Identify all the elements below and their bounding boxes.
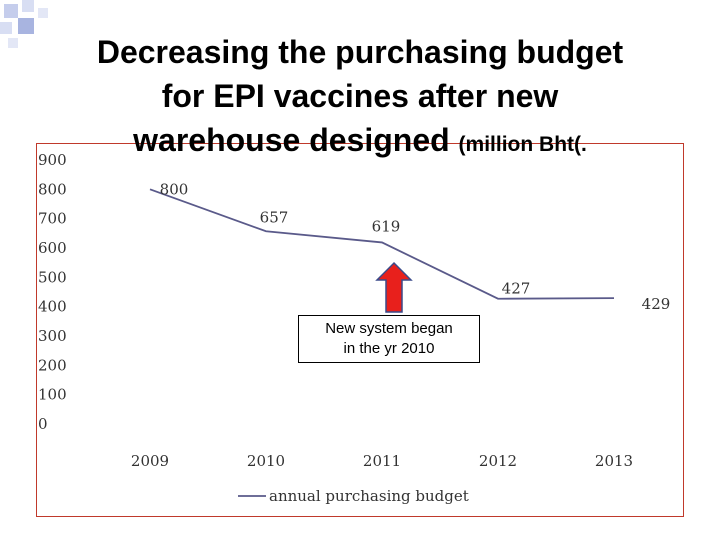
y-tick-label: 600 bbox=[38, 239, 67, 257]
slide-title: Decreasing the purchasing budget for EPI… bbox=[40, 30, 680, 167]
callout-arrow bbox=[375, 261, 413, 313]
data-label: 429 bbox=[642, 295, 671, 313]
x-tick-label: 2012 bbox=[479, 452, 517, 470]
data-label: 657 bbox=[260, 208, 289, 226]
data-label: 427 bbox=[502, 280, 531, 298]
title-line-2: for EPI vaccines after new bbox=[161, 78, 559, 114]
deco-square bbox=[4, 4, 18, 18]
y-tick-label: 400 bbox=[38, 298, 67, 316]
title-line-1: Decreasing the purchasing budget bbox=[96, 34, 624, 70]
callout-line-1: New system began bbox=[325, 320, 453, 337]
x-axis-ticks: 2009 2010 2011 2012 2013 bbox=[131, 452, 633, 470]
title-unit: (million Bht(. bbox=[458, 133, 587, 156]
deco-square bbox=[8, 38, 18, 48]
y-axis-ticks: 0 100 200 300 400 500 600 700 800 900 bbox=[38, 151, 67, 433]
data-labels: 800 657 619 427 429 bbox=[160, 180, 671, 313]
data-label: 800 bbox=[160, 180, 189, 198]
y-tick-label: 0 bbox=[38, 415, 48, 433]
legend: annual purchasing budget bbox=[238, 487, 469, 505]
y-tick-label: 300 bbox=[38, 327, 67, 345]
deco-square bbox=[0, 22, 12, 34]
callout-line-2: in the yr 2010 bbox=[343, 340, 435, 357]
deco-square bbox=[18, 18, 34, 34]
series-line-annual-purchasing-budget bbox=[149, 188, 615, 300]
title-line-3: warehouse designed (million Bht(. bbox=[40, 118, 680, 167]
y-tick-label: 900 bbox=[38, 151, 67, 169]
x-tick-label: 2010 bbox=[247, 452, 285, 470]
title-line-3-text: warehouse designed bbox=[133, 122, 450, 158]
data-label: 619 bbox=[372, 217, 401, 235]
y-tick-label: 800 bbox=[38, 180, 67, 198]
y-tick-label: 100 bbox=[38, 386, 67, 404]
deco-square bbox=[22, 0, 34, 12]
x-tick-label: 2011 bbox=[363, 452, 401, 470]
x-tick-label: 2013 bbox=[595, 452, 633, 470]
legend-label: annual purchasing budget bbox=[269, 487, 469, 505]
x-tick-label: 2009 bbox=[131, 452, 169, 470]
y-tick-label: 500 bbox=[38, 268, 67, 286]
callout-box: New system began in the yr 2010 bbox=[298, 315, 480, 363]
y-tick-label: 700 bbox=[38, 210, 67, 228]
deco-square bbox=[38, 8, 48, 18]
y-tick-label: 200 bbox=[38, 356, 67, 374]
